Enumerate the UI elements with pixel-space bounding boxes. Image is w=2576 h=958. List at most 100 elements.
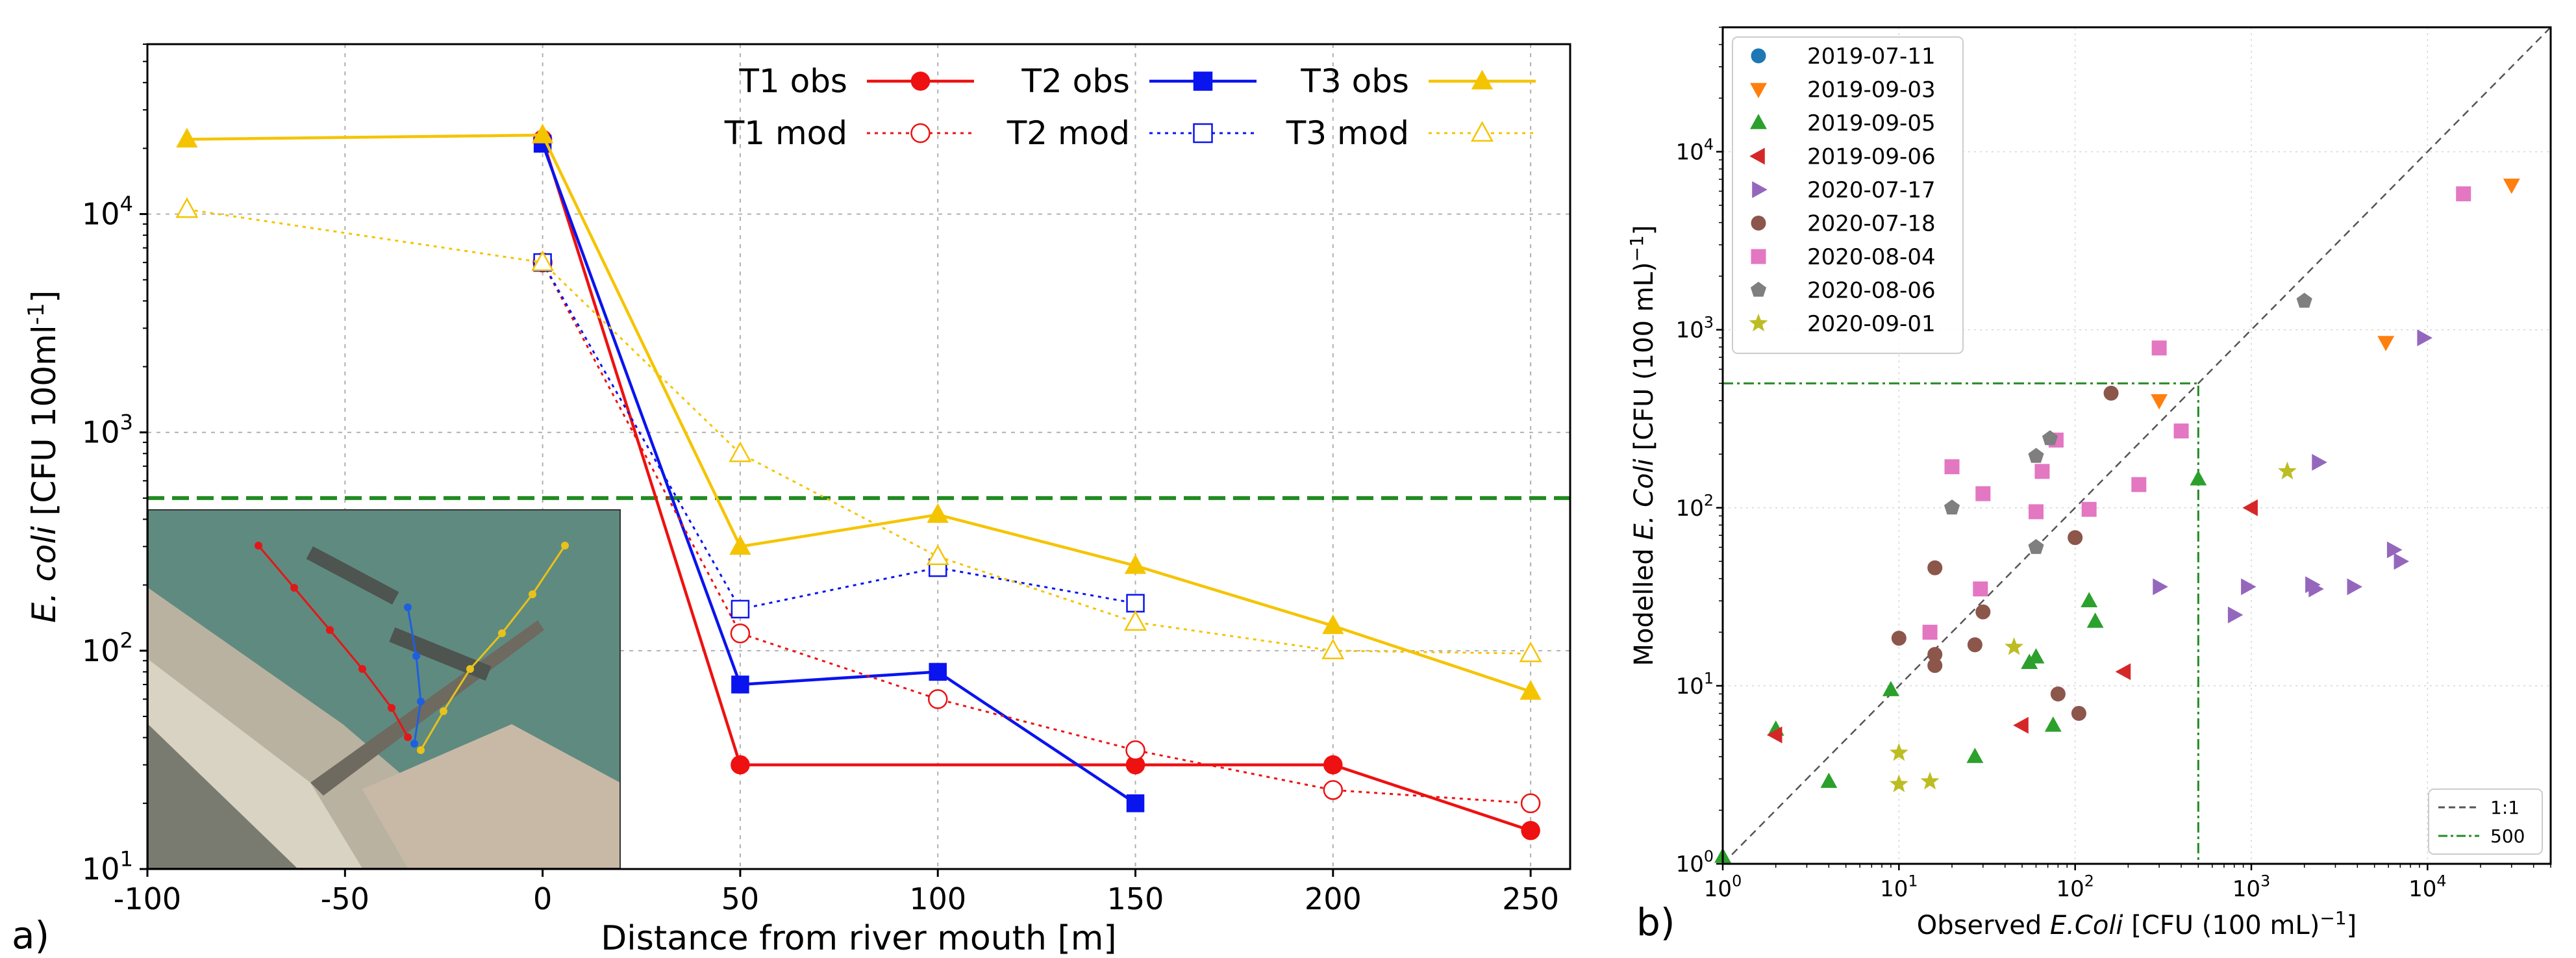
data-point [2027,648,2045,664]
data-point [1519,641,1542,662]
y-axis-label-part: Modelled [1629,540,1659,666]
legend-box [1732,36,1964,354]
legend-ref-item: 500 [2438,826,2525,847]
data-point [927,503,949,523]
legend-marker [1470,121,1494,142]
series-line [541,138,1531,832]
y-tick-label: 100 [1676,848,1714,877]
legend-label: 2020-07-17 [1807,177,1936,203]
data-point [2296,292,2312,308]
y-axis-label-part: -1 [23,303,49,325]
data-point [2068,530,2083,546]
series-line [541,143,1136,805]
legend-label: 2020-08-06 [1807,278,1936,304]
x-tick-label: 103 [2232,872,2270,902]
plot-frame-b [1721,26,2552,865]
inset-transect-t1-station [358,665,366,673]
series-t3-obs [176,123,1542,700]
data-point [2173,423,2189,439]
x-tick-label-base: 10 [1704,876,1732,902]
x-tick-label-exp: 4 [2436,872,2446,890]
south-beach [362,724,620,868]
legend-item: T2 obs [1021,62,1257,100]
inset-transect-t1-station [290,584,298,592]
inset-transect-t3-station [561,542,569,549]
legend-label: T3 mod [1286,114,1409,152]
x-tick-label: 104 [2408,872,2446,902]
legend-marker [1751,48,1766,64]
series-t1-obs [532,129,1540,840]
series-2020-09-01 [1889,461,2297,792]
y-tick-label-base: 10 [1676,318,1704,344]
data-point [1126,594,1145,613]
legend-item: T1 mod [724,114,974,152]
legend-ref-item: 1:1 [2438,797,2520,818]
y-axis-label-part: E. Coli [1629,459,1659,540]
y-tick-label-exp: 3 [1704,313,1714,331]
data-point [1967,637,1982,653]
data-point [2028,538,2044,554]
x-axis-label-part: Observed [1917,911,2050,940]
threshold-500-line [1723,382,2199,864]
x-tick-label-base: 10 [1880,876,1908,902]
legend-marker [1750,281,1767,297]
legend-marker [1193,71,1213,91]
series-2019-09-05 [1714,470,2207,863]
data-point [2312,453,2327,471]
legend-marker [1750,114,1767,129]
y-axis-label: Modelled E. Coli [CFU (100 mL)−1] [1626,225,1659,666]
data-point [2044,716,2062,732]
data-point [1975,604,1991,620]
data-point [1519,680,1542,700]
data-point [926,544,949,566]
data-point [1125,740,1145,761]
legend-item: 2019-09-03 [1750,77,1936,103]
inset-transect-t2 [406,607,422,744]
data-point [1820,772,1838,788]
x-tick-label: 50 [721,881,760,916]
x-tick-label: 250 [1502,881,1559,916]
legend-label: T2 mod [1007,114,1130,152]
data-point [2151,340,2167,356]
data-point [175,197,199,218]
legend-label: 2019-09-05 [1807,110,1936,136]
inset-transect-t1-station [326,626,334,634]
data-point [2028,504,2044,520]
data-point [2028,447,2044,463]
legend-label: T2 obs [1021,62,1130,100]
panel-a: -100 -50 0 50 100 150 200 250101102103104Distan… [12,43,1571,958]
data-point [729,535,751,555]
data-point [1889,774,1908,792]
y-axis-label-part: −1 [1626,235,1647,262]
data-point [1882,681,1899,696]
x-axis-label: Distance from river mouth [m] [601,919,1116,955]
x-tick-label: -50 [321,881,369,916]
data-point [1927,647,1943,662]
x-tick-label: 150 [1107,881,1164,916]
series-t2-obs [533,134,1145,813]
data-point [531,250,555,271]
data-point [2377,336,2395,351]
inset-transect-t3-station [529,590,536,598]
inset-transect-t3-station [498,629,506,637]
data-point [929,662,947,681]
legend-marker [910,71,931,91]
legend-marker [1751,216,1766,231]
panel-label-b: b) [1636,900,1675,944]
data-point [1124,554,1147,574]
x-tick-label-exp: 3 [2260,872,2270,890]
data-point [1944,459,1960,475]
data-point [2151,394,2168,410]
x-tick-label-base: 10 [2056,876,2084,902]
data-point [2103,385,2119,401]
x-tick-label: 102 [2056,872,2094,902]
y-tick-label: 103 [1676,313,1714,343]
data-point [176,127,198,148]
data-point [2086,612,2104,628]
legend-b: 2019-07-11 2019-09-03 2019-09-05 2019-09-06… [1732,36,1964,354]
series-2020-07-17 [2153,329,2432,624]
data-point [1322,614,1344,635]
legend-marker [1471,69,1494,90]
